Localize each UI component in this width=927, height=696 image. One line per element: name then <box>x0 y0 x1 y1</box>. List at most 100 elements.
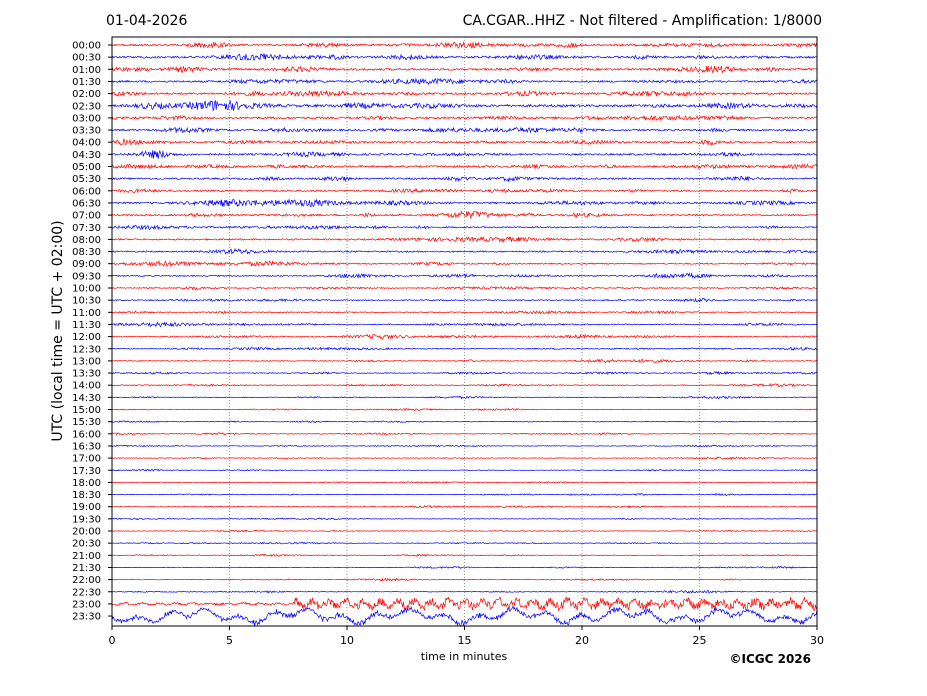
time-row-label: 14:00 <box>72 381 101 392</box>
time-row-label: 01:30 <box>72 77 101 88</box>
seismic-traces <box>112 41 817 626</box>
time-row-label: 21:00 <box>72 551 101 562</box>
trace-line <box>112 481 817 484</box>
time-row-label: 18:30 <box>72 490 101 501</box>
time-row-label: 02:00 <box>72 89 101 100</box>
time-row-label: 15:30 <box>72 417 101 428</box>
trace-line <box>112 444 817 448</box>
trace-line <box>112 149 817 159</box>
trace-line <box>112 407 817 412</box>
time-row-label: 08:00 <box>72 235 101 246</box>
time-row-label: 23:00 <box>72 599 101 610</box>
time-row-label: 10:30 <box>72 296 101 307</box>
time-row-label: 12:00 <box>72 332 101 343</box>
trace-line <box>112 175 817 183</box>
trace-line <box>112 198 817 208</box>
trace-line <box>112 286 817 291</box>
trace-line <box>112 259 817 268</box>
station-info-label: CA.CGAR..HHZ - Not filtered - Amplificat… <box>463 13 822 29</box>
trace-line <box>112 432 817 436</box>
trace-line <box>112 456 817 461</box>
time-row-label: 16:00 <box>72 429 101 440</box>
trace-line <box>112 553 817 557</box>
trace-line <box>112 346 817 351</box>
copyright-label: ©ICGC 2026 <box>729 652 811 666</box>
trace-line <box>112 492 817 497</box>
time-row-label: 00:00 <box>72 41 101 52</box>
time-row-label: 20:00 <box>72 527 101 538</box>
trace-line <box>112 77 817 86</box>
y-axis-title: UTC (local time = UTC + 02:00) <box>50 220 66 441</box>
trace-line <box>112 333 817 340</box>
time-row-label: 03:30 <box>72 126 101 137</box>
x-axis-ticks: 0 5 10 15 20 25 30 <box>109 626 824 647</box>
time-row-label: 11:00 <box>72 308 101 319</box>
trace-line <box>112 358 817 364</box>
trace-line <box>112 370 817 376</box>
trace-line <box>112 309 817 315</box>
time-row-label: 07:30 <box>72 223 101 234</box>
time-row-label: 06:30 <box>72 198 101 209</box>
trace-line <box>112 297 817 303</box>
trace-line <box>112 138 817 146</box>
time-row-label: 23:30 <box>72 612 101 623</box>
time-row-label: 16:30 <box>72 441 101 452</box>
time-row-label: 22:30 <box>72 587 101 598</box>
trace-line <box>112 65 817 74</box>
trace-line <box>112 529 817 533</box>
time-row-label: 14:30 <box>72 393 101 404</box>
trace-line <box>112 126 817 134</box>
time-row-label: 15:00 <box>72 405 101 416</box>
trace-line <box>112 566 817 570</box>
trace-line <box>112 395 817 400</box>
x-tick-label: 30 <box>810 634 824 647</box>
time-row-label: 10:00 <box>72 284 101 295</box>
time-row-label: 04:00 <box>72 138 101 149</box>
time-row-label: 09:30 <box>72 271 101 282</box>
time-row-label: 05:30 <box>72 174 101 185</box>
time-row-label: 13:30 <box>72 369 101 380</box>
time-row-label: 05:00 <box>72 162 101 173</box>
trace-line <box>112 236 817 244</box>
time-row-label: 02:30 <box>72 101 101 112</box>
trace-line <box>112 53 817 61</box>
x-tick-label: 10 <box>340 634 354 647</box>
trace-line <box>112 504 817 509</box>
trace-line <box>112 517 817 521</box>
date-label: 01-04-2026 <box>106 13 187 29</box>
time-row-label: 17:30 <box>72 466 101 477</box>
trace-line <box>112 210 817 219</box>
time-row-label: 00:30 <box>72 53 101 64</box>
trace-line <box>112 163 817 170</box>
time-row-label: 13:00 <box>72 356 101 367</box>
trace-line <box>112 248 817 255</box>
time-row-label: 21:30 <box>72 563 101 574</box>
trace-line <box>112 382 817 388</box>
time-row-label: 20:30 <box>72 539 101 550</box>
trace-line <box>112 420 817 424</box>
trace-line <box>112 224 817 231</box>
time-row-label: 19:30 <box>72 514 101 525</box>
time-row-label: 11:30 <box>72 320 101 331</box>
time-row-label: 01:00 <box>72 65 101 76</box>
vertical-gridlines <box>229 37 700 626</box>
trace-line <box>112 114 817 122</box>
x-tick-label: 0 <box>109 634 116 647</box>
time-row-label: 18:00 <box>72 478 101 489</box>
time-row-label: 06:00 <box>72 186 101 197</box>
trace-line <box>112 321 817 328</box>
trace-line <box>112 589 817 594</box>
trace-line <box>112 596 817 612</box>
trace-line <box>112 272 817 279</box>
trace-line <box>112 468 817 472</box>
trace-line <box>112 41 817 49</box>
time-row-label: 07:00 <box>72 211 101 222</box>
trace-line <box>112 89 817 98</box>
x-tick-label: 20 <box>575 634 589 647</box>
x-axis-title: time in minutes <box>421 650 508 663</box>
time-row-label: 17:00 <box>72 454 101 465</box>
time-row-label: 12:30 <box>72 344 101 355</box>
trace-line <box>112 541 817 545</box>
